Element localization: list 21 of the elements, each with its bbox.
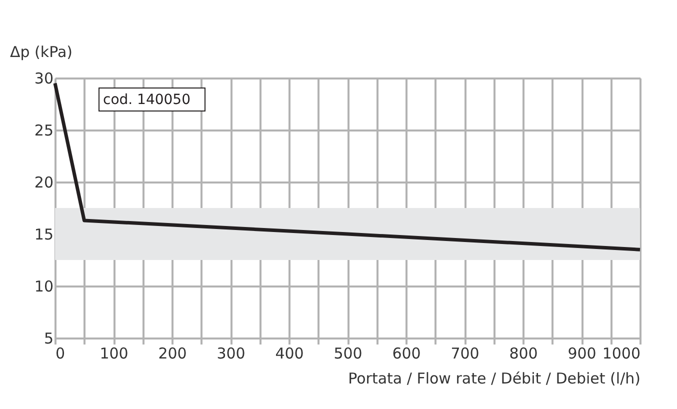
x-tick-label: 600 (392, 344, 421, 362)
x-tick-label: 700 (450, 344, 480, 362)
y-tick-label: 20 (34, 174, 54, 192)
y-tick-label: 25 (34, 122, 54, 140)
y-tick-label: 30 (34, 70, 54, 88)
x-tick-label: 500 (334, 344, 362, 362)
x-tick-label: 300 (216, 344, 246, 362)
x-tick-label: 400 (275, 344, 304, 362)
y-axis-title: Δp (kPa) (10, 43, 73, 61)
x-tick-label: 800 (509, 344, 538, 362)
x-tick-label: 100 (100, 344, 128, 362)
y-tick-label: 10 (34, 278, 54, 296)
annotation: cod. 140050 (103, 92, 190, 108)
x-tick-label: 1000 (602, 344, 640, 362)
y-tick-label: 5 (44, 330, 54, 348)
line-series (53, 81, 642, 252)
x-tick-label: 200 (158, 344, 187, 362)
x-axis-title: Portata / Flow rate / Débit / Debiet (l/h) (348, 370, 640, 388)
x-tick-label: 900 (568, 344, 596, 362)
x-tick-label: 0 (56, 344, 66, 362)
y-tick-label: 15 (34, 226, 54, 244)
